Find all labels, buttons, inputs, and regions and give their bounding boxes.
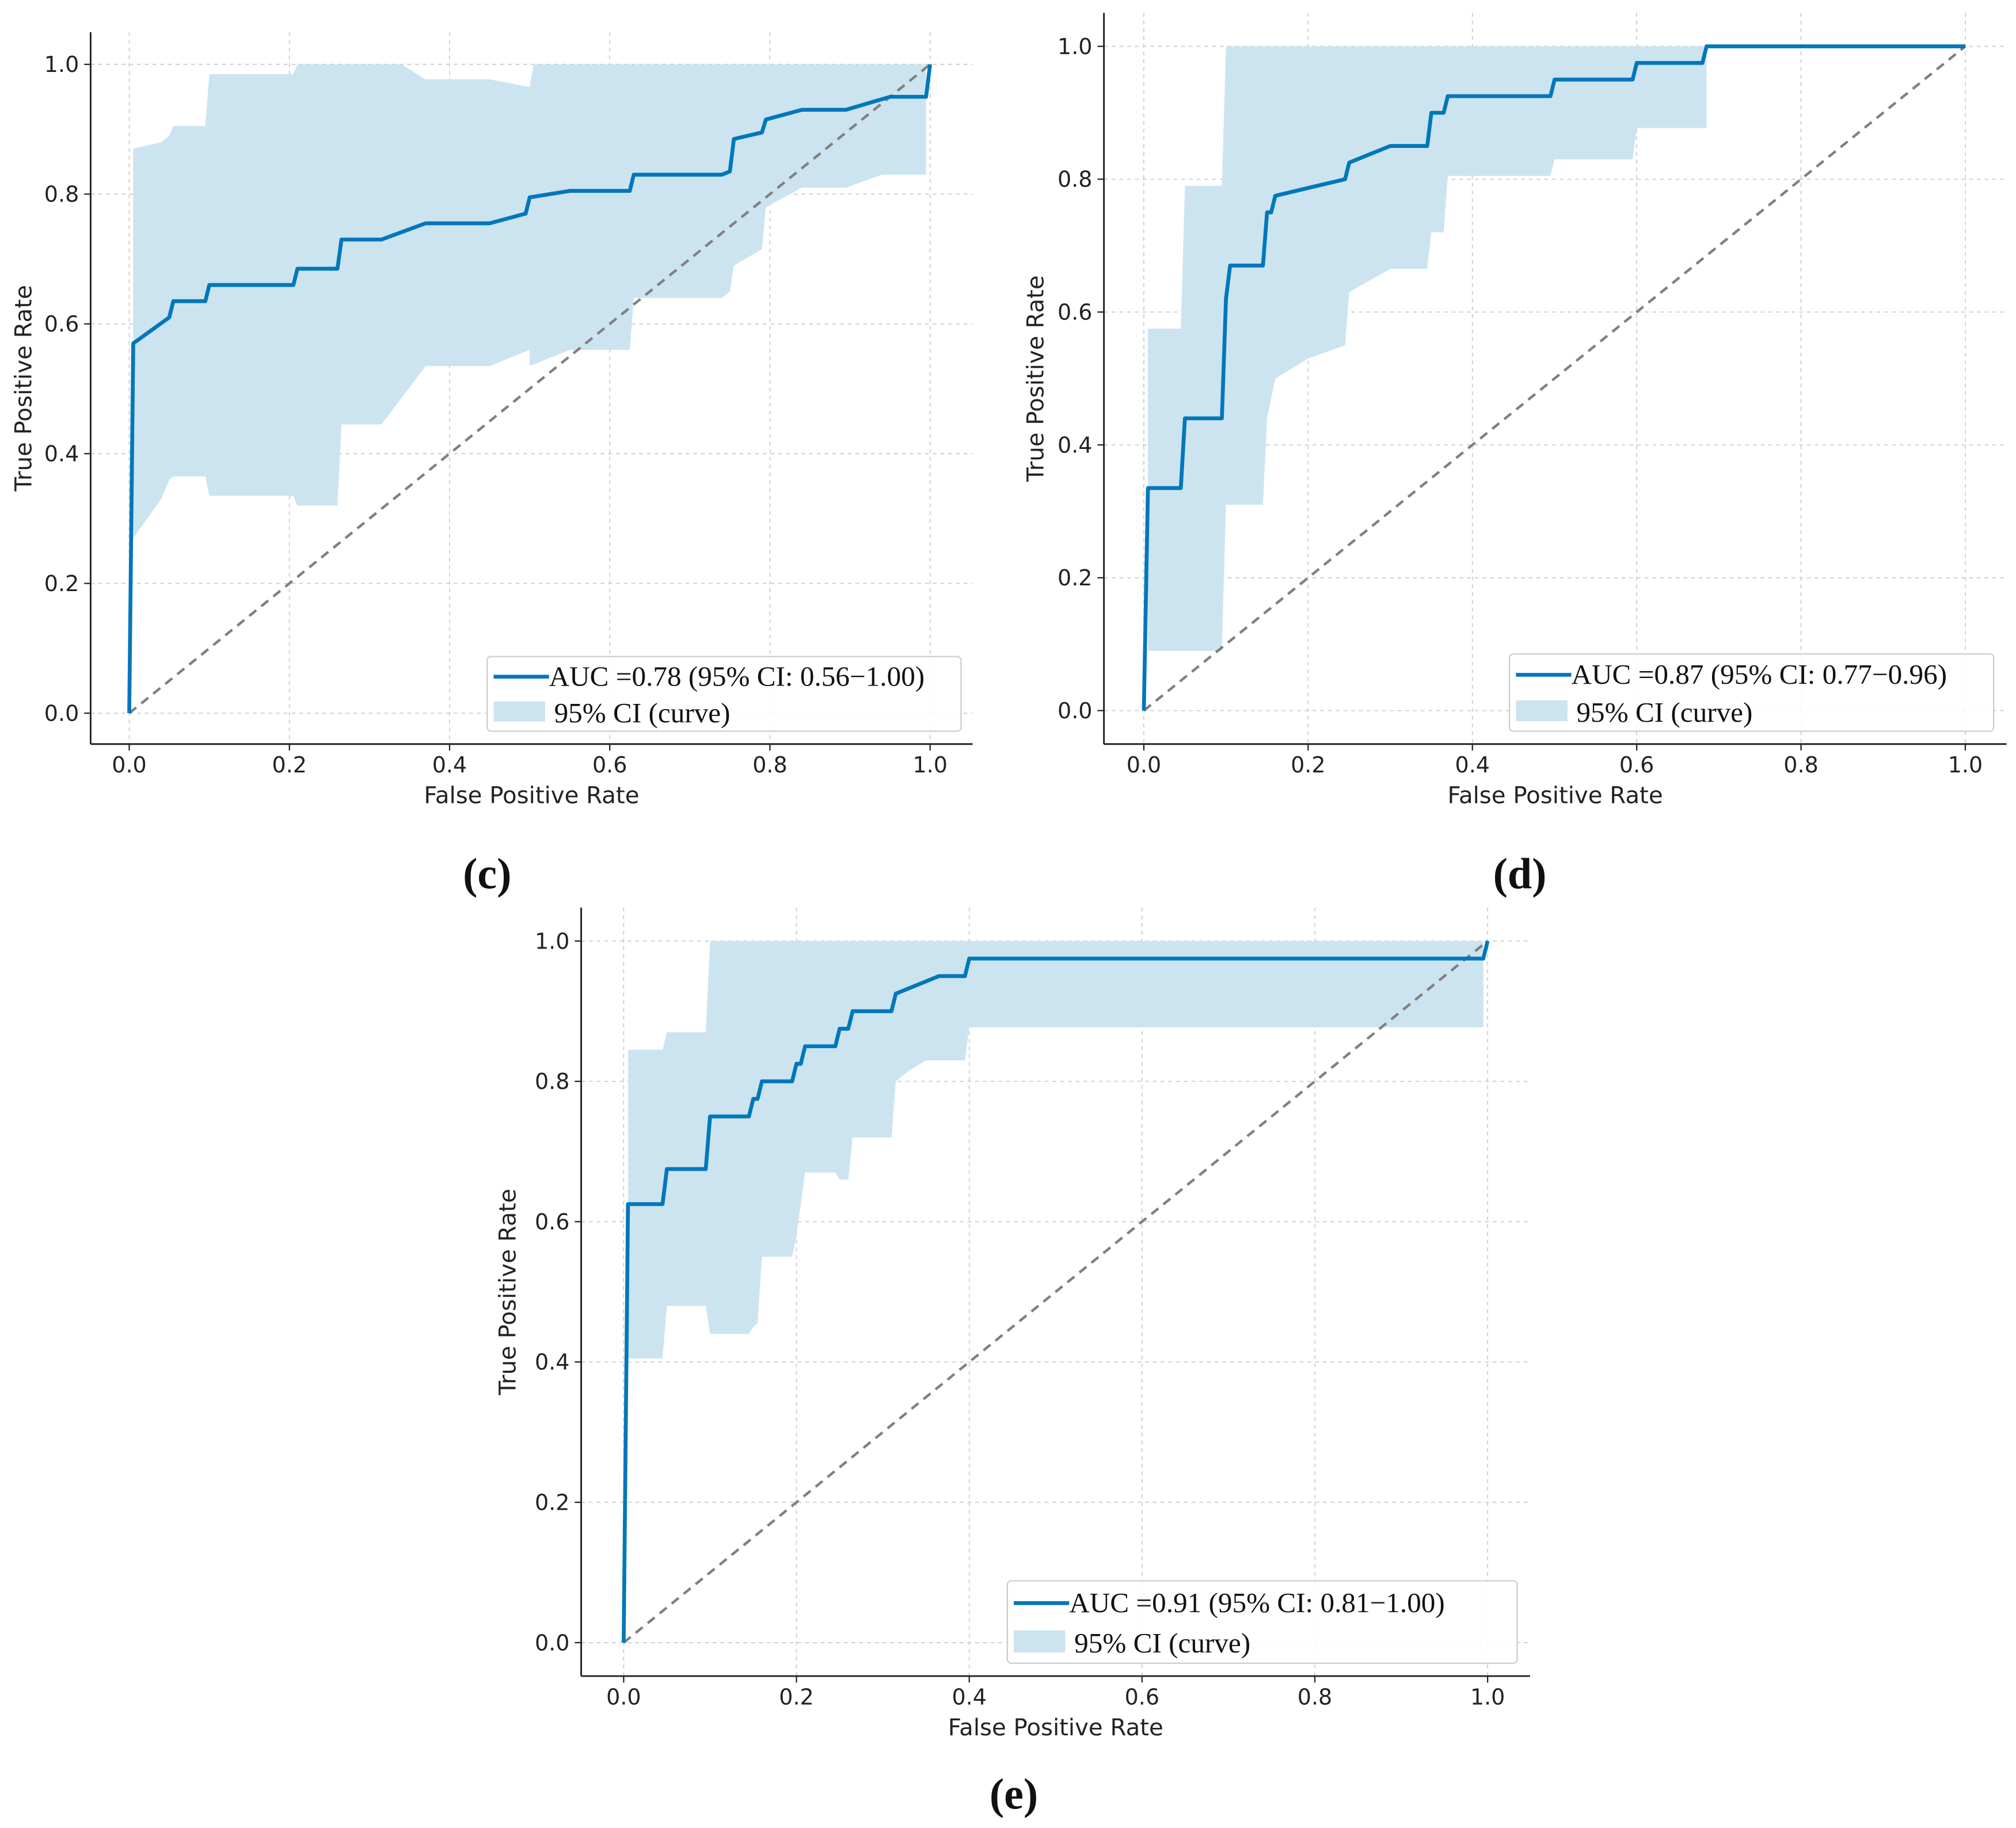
legend-box — [486, 656, 962, 732]
y-tick-label: 0.6 — [535, 1209, 569, 1235]
x-tick-label: 0.6 — [1125, 1684, 1159, 1709]
legend: AUC =0.78 (95% CI: 0.56−1.00) 95% CI (cur… — [486, 656, 962, 732]
x-tick-label: 0.8 — [1783, 752, 1818, 778]
y-tick-label: 0.4 — [1058, 432, 1092, 458]
x-tick-label: 0.8 — [752, 752, 787, 778]
panel-label: (c) — [463, 850, 511, 898]
ci-band — [627, 940, 1484, 1359]
legend-auc-label: AUC =0.78 (95% CI: 0.56−1.00) — [549, 660, 925, 692]
y-tick-label: 0.6 — [44, 311, 79, 337]
y-axis-label: True Positive Rate — [1023, 275, 1049, 482]
x-tick-label: 0.8 — [1298, 1684, 1332, 1709]
x-tick-label: 0.6 — [592, 752, 627, 778]
y-tick-label: 0.0 — [44, 701, 79, 726]
x-tick-label: 0.4 — [432, 752, 467, 778]
x-tick-label: 0.2 — [272, 752, 307, 778]
x-tick-label: 0.0 — [112, 752, 146, 778]
x-tick-label: 1.0 — [1470, 1684, 1505, 1709]
y-axis-label: True Positive Rate — [11, 285, 37, 492]
x-tick-label: 0.0 — [1127, 752, 1161, 778]
legend-ci-label: 95% CI (curve) — [1074, 1627, 1250, 1659]
x-axis-label: False Positive Rate — [1448, 783, 1663, 809]
y-tick-label: 0.4 — [44, 441, 79, 467]
y-tick-label: 0.8 — [44, 182, 79, 207]
roc-curve — [127, 64, 933, 714]
y-tick-label: 0.6 — [1058, 300, 1092, 325]
x-axis-label: False Positive Rate — [948, 1715, 1163, 1741]
x-tick-label: 0.4 — [1455, 752, 1490, 778]
x-tick-label: 0.0 — [606, 1684, 641, 1709]
legend: AUC =0.87 (95% CI: 0.77−0.96) 95% CI (cur… — [1509, 653, 1995, 732]
panel-label: (e) — [990, 1770, 1038, 1818]
legend-ci-label: 95% CI (curve) — [554, 697, 731, 729]
legend-auc-label: AUC =0.91 (95% CI: 0.81−1.00) — [1069, 1587, 1445, 1618]
roc-curve — [1142, 44, 1965, 711]
y-tick-label: 0.0 — [535, 1630, 569, 1655]
x-tick-label: 1.0 — [912, 752, 947, 778]
y-axis-label: True Positive Rate — [495, 1189, 521, 1396]
legend-ci-swatch — [1516, 700, 1568, 721]
legend-ci-label: 95% CI (curve) — [1576, 696, 1752, 728]
x-axis-label: False Positive Rate — [424, 783, 639, 809]
ci-band — [133, 64, 926, 538]
y-tick-label: 0.2 — [44, 571, 79, 596]
y-tick-label: 0.2 — [1058, 565, 1092, 591]
y-tick-label: 1.0 — [1058, 34, 1092, 59]
y-tick-label: 0.4 — [535, 1350, 569, 1375]
x-tick-label: 0.6 — [1619, 752, 1654, 778]
x-tick-label: 0.4 — [952, 1684, 986, 1709]
y-tick-label: 0.0 — [1058, 698, 1092, 723]
legend-ci-swatch — [493, 701, 545, 722]
legend-box — [1509, 653, 1995, 732]
legend-ci-swatch — [1014, 1630, 1066, 1653]
roc-chart-c: 0.0 0.0 0.2 0.2 0.4 0.4 0.6 0.6 0.8 0.8 1.0 1.0 Fals… — [11, 32, 973, 898]
roc-curve — [622, 940, 1490, 1643]
chance-diagonal — [128, 63, 931, 714]
y-tick-label: 0.8 — [1058, 167, 1092, 192]
x-tick-label: 0.2 — [779, 1684, 813, 1709]
legend-auc-label: AUC =0.87 (95% CI: 0.77−0.96) — [1572, 658, 1947, 690]
panel-label: (d) — [1493, 850, 1547, 898]
y-tick-label: 0.2 — [535, 1490, 569, 1515]
ci-band — [1148, 46, 1707, 651]
y-tick-label: 0.8 — [535, 1069, 569, 1094]
roc-chart-d: 0.0 0.0 0.2 0.2 0.4 0.4 0.6 0.6 0.8 0.8 1.0 1.0 Fals… — [1023, 13, 2007, 898]
x-tick-label: 1.0 — [1948, 752, 1983, 778]
legend-box — [1006, 1580, 1518, 1664]
roc-chart-e: 0.0 0.0 0.2 0.2 0.4 0.4 0.6 0.6 0.8 0.8 1.0 1.0 Fals… — [495, 907, 1530, 1818]
chance-diagonal — [1143, 45, 1966, 712]
chance-diagonal — [622, 940, 1489, 1644]
x-tick-label: 0.2 — [1291, 752, 1325, 778]
legend: AUC =0.91 (95% CI: 0.81−1.00) 95% CI (cur… — [1006, 1580, 1518, 1664]
y-tick-label: 1.0 — [535, 928, 569, 954]
y-tick-label: 1.0 — [44, 52, 79, 77]
